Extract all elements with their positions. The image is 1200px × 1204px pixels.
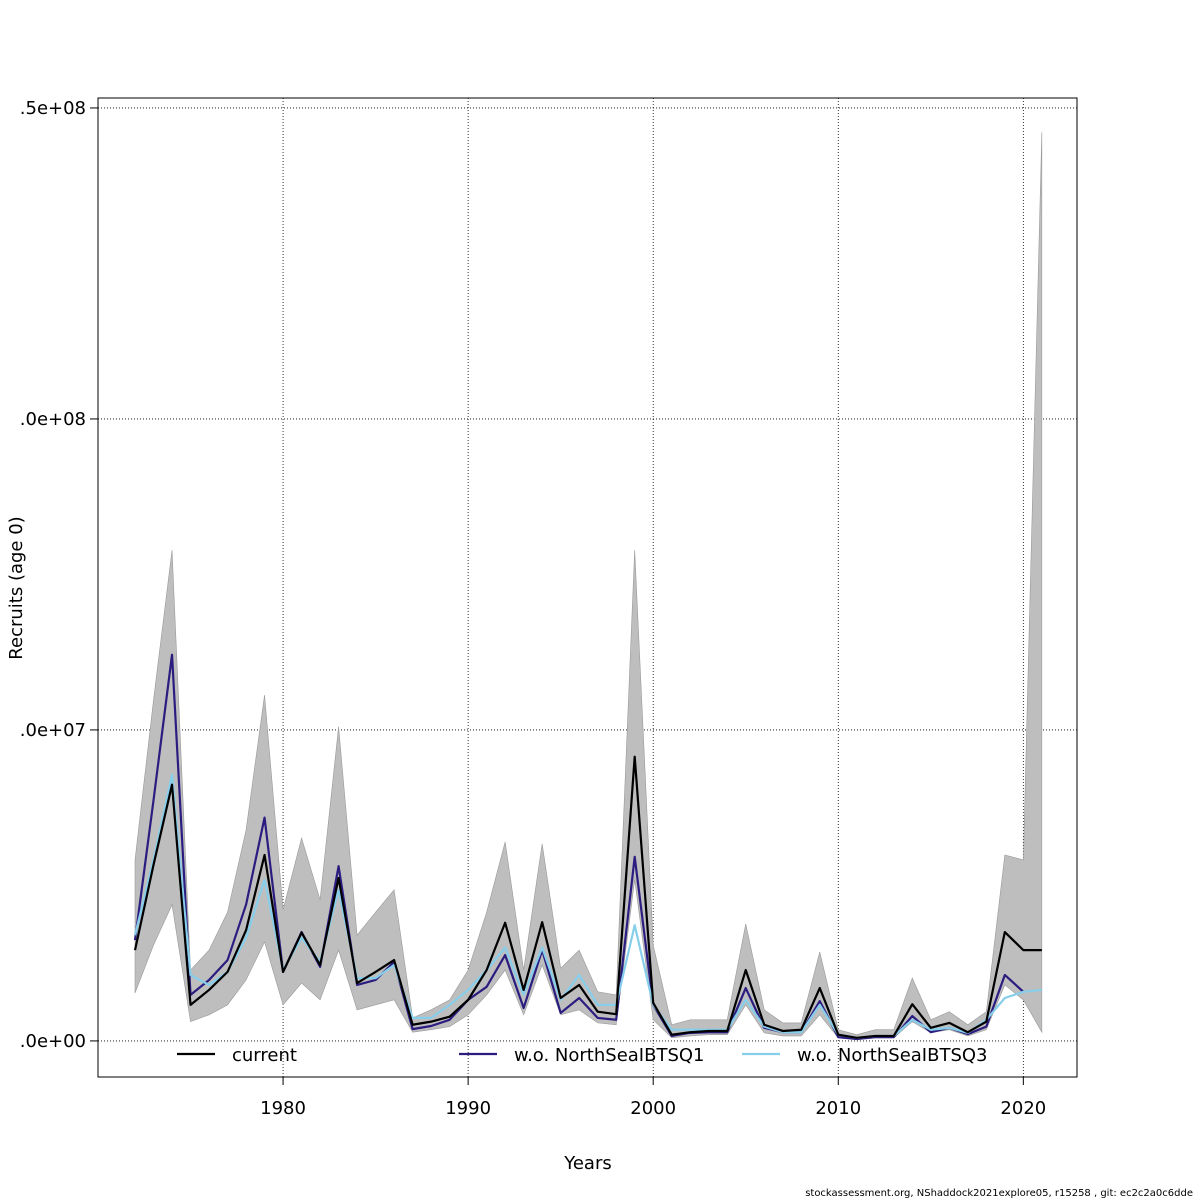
y-tick-label: .0e+08: [20, 409, 86, 430]
x-tick-label: 1990: [445, 1098, 491, 1119]
footnote: stockassessment.org, NShaddock2021explor…: [805, 1188, 1193, 1199]
x-tick-label: 1980: [260, 1098, 306, 1119]
x-tick-label: 2020: [1000, 1098, 1046, 1119]
y-tick-label: .5e+08: [20, 98, 86, 119]
legend-label: current: [232, 1045, 297, 1066]
plot-frame: [97, 97, 1078, 1078]
confidence-band: [134, 132, 1043, 1040]
series-line: [133, 755, 1042, 1039]
x-tick-label: 2010: [815, 1098, 861, 1119]
y-tick-label: .0e+07: [20, 720, 86, 741]
x-tick-label: 2000: [630, 1098, 676, 1119]
legend-label: w.o. NorthSeaIBTSQ1: [514, 1045, 705, 1066]
y-tick-label: .0e+00: [20, 1031, 86, 1052]
y-axis-label: Recruits (age 0): [6, 516, 27, 659]
x-axis-label: Years: [563, 1153, 612, 1174]
legend-label: w.o. NorthSeaIBTSQ3: [797, 1045, 988, 1066]
plot-area: [98, 98, 1077, 1077]
